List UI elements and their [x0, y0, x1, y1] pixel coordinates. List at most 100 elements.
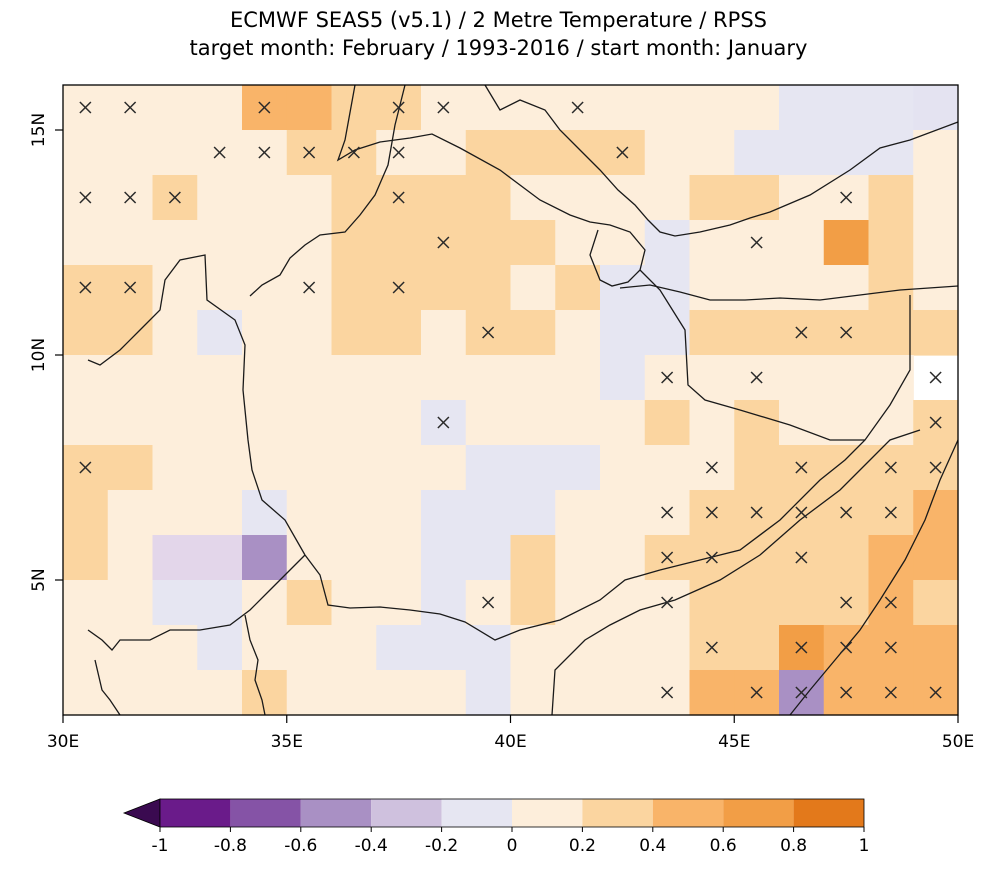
- grid-cell: [555, 490, 601, 536]
- colorbar-bin: [371, 799, 442, 827]
- significance-mark: [303, 281, 316, 294]
- grid-cell: [197, 265, 243, 311]
- grid-cell: [689, 580, 735, 626]
- colorbar-label: 0.8: [780, 836, 807, 856]
- significance-mark: [347, 146, 360, 159]
- significance-mark: [884, 596, 897, 609]
- grid-cell: [689, 220, 735, 266]
- grid-cell: [734, 400, 780, 446]
- significance-mark: [840, 686, 853, 699]
- grid-cell: [197, 490, 243, 536]
- grid-cell: [152, 355, 198, 401]
- grid-cell: [734, 580, 780, 626]
- grid-cell: [286, 175, 333, 221]
- significance-mark: [482, 326, 495, 339]
- significance-mark: [840, 641, 853, 654]
- grid-cell: [107, 535, 154, 581]
- border-sudan-ethiopia: [249, 84, 406, 297]
- grid-cell: [331, 400, 377, 446]
- grid-cell: [331, 445, 377, 491]
- grid-cell: [331, 535, 377, 581]
- significance-mark: [79, 281, 92, 294]
- significance-mark: [840, 326, 853, 339]
- grid-cell: [152, 625, 198, 671]
- significance-mark: [795, 641, 808, 654]
- grid-cell: [107, 670, 154, 716]
- significance-mark: [482, 596, 495, 609]
- grid-cell: [197, 580, 243, 626]
- significance-marks: [79, 101, 942, 699]
- significance-mark: [750, 506, 763, 519]
- grid-cell: [510, 535, 556, 581]
- significance-mark: [213, 146, 226, 159]
- grid-cell: [555, 400, 601, 446]
- grid-cell: [63, 670, 109, 716]
- grid-cell: [600, 445, 646, 491]
- significance-mark: [705, 641, 718, 654]
- grid-cell: [644, 445, 691, 491]
- grid-cell: [197, 400, 243, 446]
- colorbar-bin: [793, 799, 864, 827]
- colorbar-bin: [652, 799, 724, 827]
- grid-cell: [644, 130, 691, 176]
- lat-tick-label: 15N: [29, 113, 49, 147]
- significance-mark: [929, 371, 942, 384]
- grid-cell: [286, 85, 333, 131]
- grid-cell: [197, 670, 243, 716]
- lon-tick-label: 40E: [494, 732, 526, 752]
- grid-cell: [242, 445, 288, 491]
- grid-cell: [197, 85, 243, 131]
- grid-cell: [421, 625, 467, 671]
- grid-cell: [152, 220, 198, 266]
- grid-cell: [555, 535, 601, 581]
- grid-cell: [823, 130, 870, 176]
- significance-mark: [884, 506, 897, 519]
- grid-cell: [197, 310, 243, 356]
- colorbar-label: 0.2: [569, 836, 596, 856]
- grid-cell: [600, 175, 646, 221]
- grid-cell: [600, 220, 646, 266]
- grid-cell: [421, 265, 467, 311]
- grid-cell: [823, 355, 870, 401]
- grid-cell: [152, 445, 198, 491]
- grid-cell: [421, 580, 467, 626]
- lat-tick-label: 10N: [29, 338, 49, 372]
- colorbar-bin: [582, 799, 653, 827]
- grid-cell: [152, 580, 198, 626]
- grid-cell: [286, 670, 333, 716]
- grid-cell: [421, 670, 467, 716]
- grid-cell: [644, 175, 691, 221]
- grid-cell: [734, 535, 780, 581]
- colorbar-bin: [300, 799, 372, 827]
- significance-mark: [79, 461, 92, 474]
- grid-cell: [510, 85, 556, 131]
- significance-mark: [705, 506, 718, 519]
- grid-cell: [197, 355, 243, 401]
- grid-cell: [465, 175, 512, 221]
- grid-cell: [734, 445, 780, 491]
- grid-cell: [510, 670, 556, 716]
- grid-cell: [913, 310, 959, 356]
- grid-cell: [689, 85, 735, 131]
- significance-mark: [705, 461, 718, 474]
- border-ethiopia-somalia: [659, 295, 911, 571]
- grid-cell: [465, 400, 512, 446]
- grid-cell: [823, 85, 870, 131]
- grid-cell: [107, 445, 154, 491]
- grid-cell: [600, 400, 646, 446]
- significance-mark: [705, 551, 718, 564]
- significance-mark: [884, 686, 897, 699]
- grid-cell: [331, 580, 377, 626]
- significance-mark: [795, 461, 808, 474]
- grid-cell: [600, 535, 646, 581]
- significance-mark: [929, 686, 942, 699]
- significance-mark: [795, 551, 808, 564]
- grid-cell: [868, 535, 914, 581]
- grid-cell: [242, 175, 288, 221]
- grid-cell: [555, 670, 601, 716]
- grid-cell: [152, 130, 198, 176]
- grid-cell: [823, 220, 870, 266]
- grid-cell: [197, 445, 243, 491]
- grid-cell: [331, 220, 377, 266]
